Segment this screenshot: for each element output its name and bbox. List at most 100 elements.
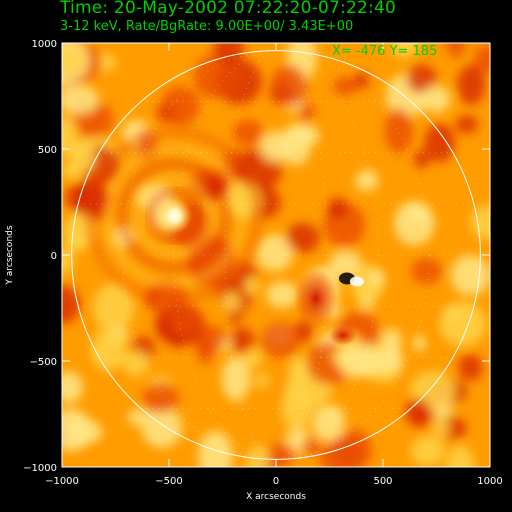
dark-blob [232,119,264,146]
y-tick-label: 0 [51,251,57,262]
longitude-line [224,50,328,460]
light-blob [421,85,451,113]
light-blob [63,213,94,251]
light-blob [281,385,312,431]
dark-blob [187,236,236,288]
light-blob [246,445,271,467]
dark-blob [298,101,315,122]
source-ring [86,128,262,304]
dark-blob [411,257,443,285]
cursor-coordinate-readout: X= -476 Y= 185 [332,44,437,59]
dark-blob [413,150,430,169]
dipole-halo [293,268,338,329]
y-tick-label: 500 [38,145,57,156]
dark-blob [457,64,486,105]
light-blob [128,408,148,426]
dark-blob [301,438,321,455]
dipole-source [293,268,364,346]
dipole-halo [328,325,357,346]
source-ring [118,160,230,272]
light-blob [405,204,431,223]
light-blob [265,281,299,308]
light-blob [312,406,345,442]
dark-blob [406,64,437,94]
y-axis-ticks: −1000 −500 0 500 1000 [23,39,490,474]
x-tick-label: −1000 [45,476,79,487]
light-blob [62,115,78,157]
source-ring-pattern [86,128,262,304]
light-blob [62,45,86,76]
light-blob [432,418,450,438]
light-blob [244,349,262,368]
light-blob [244,276,260,295]
light-blob [355,169,379,192]
dark-blob [260,321,301,359]
dark-blob [285,222,320,253]
light-blob [198,430,233,467]
dark-blob [230,327,255,353]
light-blob [122,350,150,377]
dark-blob [167,312,206,335]
dark-blob [319,438,364,467]
light-blob [93,283,134,332]
light-blob [63,419,103,445]
dark-blob [424,123,455,163]
light-blob [62,371,83,404]
dark-blob [446,43,466,58]
light-blob [380,328,402,352]
time-title: Time: 20-May-2002 07:22:20-07:22:40 [60,0,396,18]
y-axis-label: Y arcseconds [5,225,15,285]
bright-source [156,197,193,234]
light-blob [255,234,294,272]
light-blob [410,436,445,467]
dark-blob [353,72,370,89]
x-axis-label: X arcseconds [246,492,306,502]
light-blob [221,291,241,313]
dark-blob [473,44,490,74]
dark-blob [409,399,430,426]
source-ring [102,144,246,288]
source-ring [132,174,216,258]
light-blob [338,345,370,378]
light-blob [329,250,363,278]
y-tick-label: 1000 [32,39,57,50]
light-blob [439,301,487,347]
dark-blob [264,443,296,467]
x-axis-ticks: −1000 −500 0 500 1000 [45,43,503,487]
light-blob [470,205,490,240]
light-blob [369,269,386,287]
light-blob [254,373,269,388]
x-tick-label: 0 [273,476,279,487]
light-blob [446,445,475,467]
light-blob [450,255,490,296]
dipole-bright-lobe [349,276,364,287]
dark-blob [384,108,414,154]
y-tick-label: −1000 [23,463,57,474]
light-blob [413,334,426,352]
light-blob [72,141,96,173]
longitude-line [173,50,379,460]
dark-blob [160,86,200,127]
light-blob [380,346,404,375]
light-blob [397,43,420,53]
x-tick-label: −500 [155,476,182,487]
light-blob [62,84,99,115]
x-tick-label: 1000 [477,476,502,487]
light-blob [90,329,126,371]
heatmap-image [62,43,490,467]
dark-blob [455,115,479,134]
dark-blob [458,354,483,381]
dark-blob [193,54,237,99]
dark-blob [327,197,348,219]
heatmap-blobs [62,43,490,467]
energy-rate-subtitle: 3-12 keV, Rate/BgRate: 9.00E+00/ 3.43E+0… [60,19,354,34]
y-tick-label: −500 [30,357,57,368]
light-blob [290,124,320,147]
light-blob [221,356,251,402]
dark-blob [332,77,357,96]
dark-blob [142,382,179,414]
x-tick-label: 500 [373,476,392,487]
dark-blob [270,64,308,107]
